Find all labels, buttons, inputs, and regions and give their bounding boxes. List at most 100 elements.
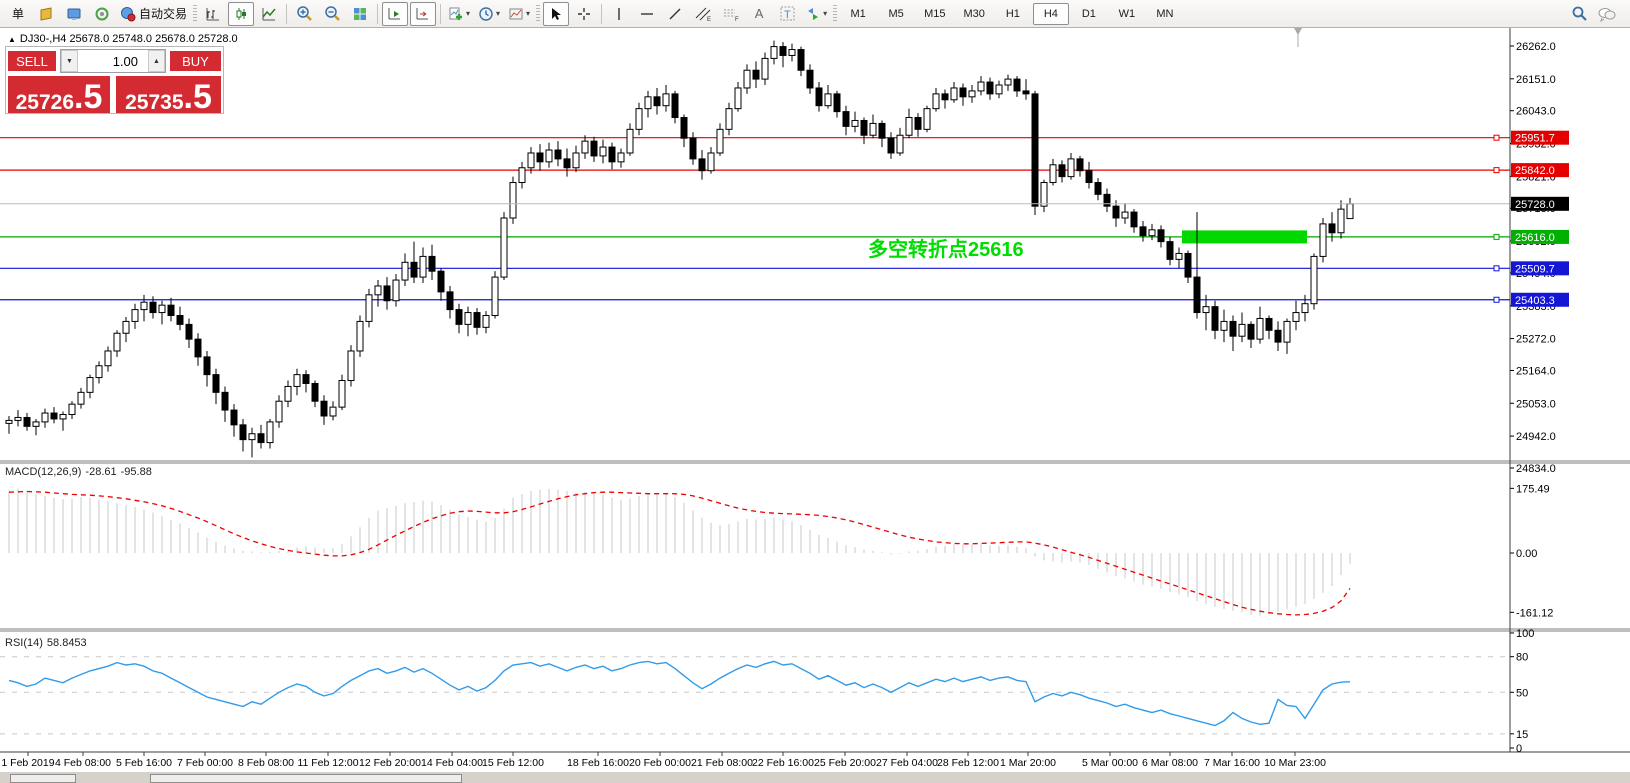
trendline-tool[interactable]: [662, 2, 688, 26]
bottom-window-strip: [0, 772, 1630, 783]
horizontal-line-tool[interactable]: [634, 2, 660, 26]
svg-text:25272.0: 25272.0: [1516, 334, 1556, 346]
crosshair-tool-button[interactable]: [571, 2, 597, 26]
svg-text:27 Feb 04:00: 27 Feb 04:00: [876, 757, 938, 769]
indicators-button[interactable]: ▾: [445, 2, 473, 26]
green-ring-icon: [95, 7, 109, 20]
rsi-level-lines: [0, 656, 1510, 735]
chat-button[interactable]: [1594, 2, 1620, 26]
sell-button[interactable]: SELL: [8, 51, 56, 71]
tile-windows-button[interactable]: [347, 2, 373, 26]
buy-price-display[interactable]: 25735.5: [116, 76, 221, 115]
sell-price-display[interactable]: 25726.5: [8, 76, 110, 116]
svg-text:25842.0: 25842.0: [1515, 165, 1555, 177]
timeframe-mn[interactable]: MN: [1156, 7, 1174, 20]
svg-text:26262.0: 26262.0: [1516, 41, 1556, 53]
line-chart-button[interactable]: [256, 2, 282, 26]
macd-signal-value: -95.88: [120, 466, 152, 478]
arrows-tool-button[interactable]: ▾: [802, 2, 830, 26]
timeframe-h1[interactable]: H1: [1005, 7, 1020, 20]
signals-icon[interactable]: [89, 2, 115, 26]
svg-text:1 Feb 2019: 1 Feb 2019: [1, 757, 54, 769]
autotrading-button[interactable]: 自动交易: [117, 2, 190, 26]
svg-text:14 Feb 04:00: 14 Feb 04:00: [421, 757, 483, 769]
vertical-line-tool[interactable]: [606, 2, 632, 26]
toolbar-grip: [193, 4, 198, 23]
timeframe-m5[interactable]: M5: [888, 7, 904, 20]
zoom-out-button[interactable]: [319, 2, 345, 26]
volume-decrease-button[interactable]: ▼: [61, 50, 78, 72]
candlestick-chart-icon: [236, 7, 247, 20]
history-center-icon[interactable]: [33, 2, 59, 26]
timeframe-m30[interactable]: M30: [963, 7, 985, 20]
svg-text:25 Feb 20:00: 25 Feb 20:00: [814, 757, 876, 769]
docked-window-edge[interactable]: [150, 774, 462, 783]
price-axis[interactable]: 26262.026151.026043.025932.025821.025713…: [1510, 41, 1556, 475]
bar-chart-button[interactable]: [200, 2, 226, 26]
svg-text:12 Feb 20:00: 12 Feb 20:00: [359, 757, 421, 769]
chart-shift-button[interactable]: [410, 1, 437, 26]
chart-shift-marker: [1294, 28, 1302, 47]
svg-text:0.00: 0.00: [1516, 548, 1537, 560]
rsi-name: RSI(14): [5, 637, 43, 649]
cursor-icon: [552, 7, 562, 20]
horizontal-lines[interactable]: [0, 134, 1510, 303]
bar-chart-icon: [206, 7, 220, 20]
line-chart-icon: [262, 7, 276, 20]
vertical-line-icon: [618, 7, 620, 20]
volume-input[interactable]: 1.00: [112, 53, 138, 69]
svg-text:-161.12: -161.12: [1516, 607, 1553, 619]
timeframe-m15[interactable]: M15: [924, 7, 946, 20]
svg-text:0: 0: [1516, 743, 1522, 755]
svg-text:20 Feb 00:00: 20 Feb 00:00: [629, 757, 691, 769]
docked-window-edge[interactable]: [10, 774, 76, 783]
volume-spinner: ▼ 1.00 ▲: [60, 49, 166, 73]
svg-text:24942.0: 24942.0: [1516, 431, 1556, 443]
buy-button[interactable]: BUY: [170, 51, 221, 71]
svg-text:1 Mar 20:00: 1 Mar 20:00: [1000, 757, 1056, 769]
templates-button[interactable]: ▾: [505, 2, 533, 26]
new-order-button[interactable]: 单: [11, 7, 24, 21]
svg-text:175.49: 175.49: [1516, 483, 1550, 495]
chat-icon: [1598, 7, 1616, 22]
equidistant-channel-tool[interactable]: E: [690, 2, 716, 26]
svg-text:26151.0: 26151.0: [1516, 74, 1556, 86]
sell-price-frac: .5: [74, 77, 103, 116]
green-zone-rectangle[interactable]: [1182, 230, 1307, 244]
macd-pane-label: MACD(12,26,9) -28.61 -95.88: [5, 466, 156, 478]
pivot-annotation-text[interactable]: 多空转折点25616: [868, 237, 1024, 261]
fibonacci-tool[interactable]: F: [718, 2, 744, 26]
svg-text:15 Feb 12:00: 15 Feb 12:00: [482, 757, 544, 769]
toolbar-grip: [536, 4, 541, 23]
periods-button[interactable]: ▾: [475, 2, 503, 26]
auto-scroll-button[interactable]: [382, 1, 409, 26]
svg-text:10 Mar 23:00: 10 Mar 23:00: [1264, 757, 1326, 769]
search-button[interactable]: [1566, 2, 1592, 26]
chart-shift-icon: [416, 7, 429, 19]
candlestick-chart-button[interactable]: [228, 1, 255, 26]
time-axis[interactable]: 1 Feb 2019 4 Feb 08:00 5 Feb 16:00 7 Feb 00…: [1, 752, 1326, 769]
collapse-arrow-icon[interactable]: ▲: [8, 35, 16, 44]
timeframe-d1[interactable]: D1: [1081, 7, 1096, 20]
buy-price-main: 25735: [125, 91, 184, 115]
svg-text:28 Feb 12:00: 28 Feb 12:00: [937, 757, 999, 769]
zoom-in-button[interactable]: [291, 2, 317, 26]
timeframe-m1[interactable]: M1: [850, 7, 866, 20]
volume-increase-button[interactable]: ▲: [148, 50, 165, 72]
svg-text:80: 80: [1516, 652, 1528, 664]
text-label-icon: T: [780, 6, 795, 21]
market-watch-icon[interactable]: [61, 2, 87, 26]
zoom-in-icon: [296, 6, 312, 21]
text-label-tool[interactable]: T: [774, 2, 800, 26]
svg-text:25164.0: 25164.0: [1516, 365, 1556, 377]
text-tool[interactable]: A: [754, 6, 764, 21]
cursor-tool-button[interactable]: [543, 1, 570, 26]
dropdown-caret: ▾: [466, 9, 471, 18]
timeframe-h4[interactable]: H4: [1032, 2, 1069, 25]
svg-text:50: 50: [1516, 687, 1528, 699]
svg-text:21 Feb 08:00: 21 Feb 08:00: [691, 757, 753, 769]
svg-text:5 Feb 16:00: 5 Feb 16:00: [116, 757, 172, 769]
timeframe-w1[interactable]: W1: [1118, 7, 1136, 20]
